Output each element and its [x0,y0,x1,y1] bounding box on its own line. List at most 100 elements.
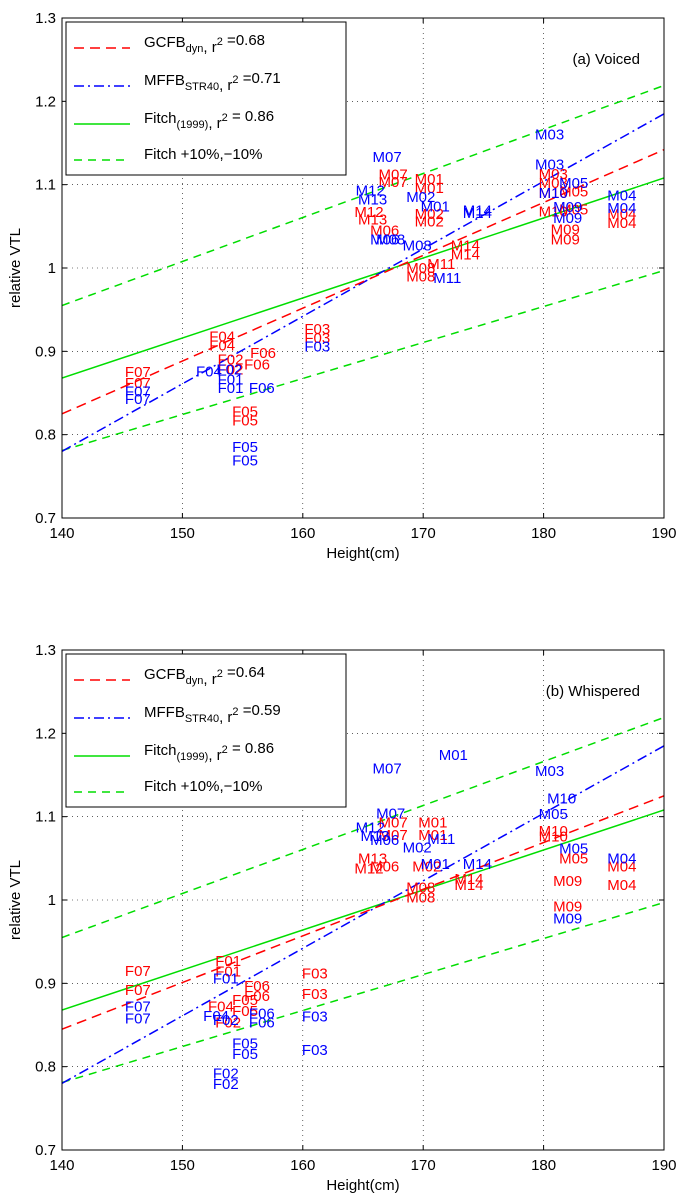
legend-text-part: , r [203,671,216,688]
point-label-mffb: F02 [213,1076,239,1093]
point-label-mffb: M08 [376,232,405,249]
legend-text-part: =0.64 [223,664,265,681]
point-label-mffb: F03 [304,338,330,355]
point-label-gcfb: F05 [232,403,258,420]
point-label-mffb: M07 [372,149,401,166]
point-label-gcfb: F04 [208,999,234,1016]
point-label-mffb: F07 [125,999,151,1016]
y-tick-label: 0.7 [35,510,56,527]
x-tick-label: 180 [531,525,556,542]
point-label-gcfb: M07 [379,827,408,844]
y-tick-label: 1.3 [35,642,56,659]
point-label-mffb: F06 [249,380,275,397]
legend-label-mffb: MFFBSTR40, r2 =0.71 [144,70,281,94]
legend-label-fitch-band: Fitch +10%,−10% [144,146,262,163]
point-label-mffb: F07 [125,1010,151,1027]
point-label-gcfb: M05 [559,850,588,867]
point-label-mffb: M10 [547,790,576,807]
point-label-mffb: M10 [539,185,568,202]
legend-text-part: =0.59 [239,702,281,719]
point-label-mffb: M05 [559,840,588,857]
point-label-mffb: M13 [360,828,389,845]
legend-text-part: 2 [222,112,228,124]
subplot-label: (b) Whispered [546,683,640,700]
fit-line-fitch-lower [62,901,664,1084]
subplot-label: (a) Voiced [572,51,640,68]
legend-text-part: GCFB [144,666,186,683]
legend-label-gcfb: GCFBdyn, r2 =0.64 [144,664,265,688]
point-label-mffb: M14 [463,856,492,873]
point-label-gcfb: M13 [358,212,387,229]
point-label-mffb: F02 [213,1065,239,1082]
y-tick-label: 1.1 [35,177,56,194]
x-tick-label: 190 [651,1157,676,1174]
fit-line-fitch-upper [62,716,664,939]
x-tick-label: 150 [170,1157,195,1174]
point-label-gcfb: M01 [418,827,447,844]
point-label-gcfb: M06 [370,859,399,876]
point-label-gcfb: F06 [250,345,276,362]
point-label-gcfb: M08 [406,260,435,277]
point-label-mffb: M07 [376,805,405,822]
fit-line-fitch-upper [62,84,664,307]
point-label-gcfb: M09 [553,873,582,890]
legend-text-part: STR40 [185,81,219,93]
point-label-gcfb: M07 [379,167,408,184]
point-label-gcfb: M05 [559,202,588,219]
point-label-mffb: F02 [216,362,242,379]
point-label-mffb: M04 [607,188,636,205]
point-label-mffb: F07 [125,383,151,400]
legend-text-part: , r [203,39,216,56]
x-tick-label: 180 [531,1157,556,1174]
fit-line-gcfb [62,795,664,1030]
legend-text-part: GCFB [144,34,186,51]
point-label-gcfb: M14 [451,238,480,255]
point-label-mffb: F01 [218,372,244,389]
point-label-gcfb: M10 [539,829,568,846]
point-label-gcfb: F02 [218,362,244,379]
point-label-gcfb: M14 [451,247,480,264]
point-label-mffb: M01 [439,747,468,764]
legend-text-part: = 0.86 [228,740,274,757]
point-label-mffb: M01 [421,198,450,215]
point-label-gcfb: M02 [415,213,444,230]
point-label-mffb: F04 [203,1008,229,1025]
y-axis-label: relative VTL [7,860,24,940]
point-label-gcfb: M10 [539,185,568,202]
point-label-gcfb: F05 [232,413,258,430]
point-label-mffb: F05 [232,1046,258,1063]
legend-text-part: dyn [186,43,204,55]
legend-text-part: dyn [186,675,204,687]
fit-line-gcfb [62,148,664,415]
fit-line-fitch-lower [62,269,664,452]
y-tick-label: 1.2 [35,725,56,742]
subplot-b: F07F07F01F01F06F06F04F02F05F05F03F03M07M… [7,642,677,1194]
point-label-gcfb: M08 [406,880,435,897]
x-tick-label: 160 [290,525,315,542]
x-tick-label: 140 [49,525,74,542]
y-tick-label: 1.3 [35,10,56,27]
point-label-gcfb: M07 [379,815,408,832]
point-label-gcfb: M02 [412,859,441,876]
fit-line-fitch [62,809,664,1011]
data-points: F07F07F04F04F02F02F06F06F05F05F03F03M07M… [125,127,637,470]
point-label-gcfb: F03 [304,321,330,338]
point-label-gcfb: M09 [551,232,580,249]
y-tick-label: 0.9 [35,975,56,992]
x-tick-label: 140 [49,1157,74,1174]
point-label-gcfb: M04 [607,859,636,876]
point-label-gcfb: M07 [379,174,408,191]
point-label-gcfb: M09 [551,222,580,239]
point-label-gcfb: M02 [415,206,444,223]
y-tick-label: 0.7 [35,1142,56,1159]
point-label-mffb: M13 [358,192,387,209]
x-axis-label: Height(cm) [326,545,399,562]
legend-text-part: , r [208,115,221,132]
point-label-gcfb: F07 [125,982,151,999]
fit-line-fitch [62,177,664,379]
legend-text-part: 2 [232,706,238,718]
point-label-gcfb: F06 [244,988,270,1005]
data-points: F07F07F01F01F06F06F04F02F05F05F03F03M07M… [125,747,637,1093]
point-label-gcfb: F04 [209,338,235,355]
